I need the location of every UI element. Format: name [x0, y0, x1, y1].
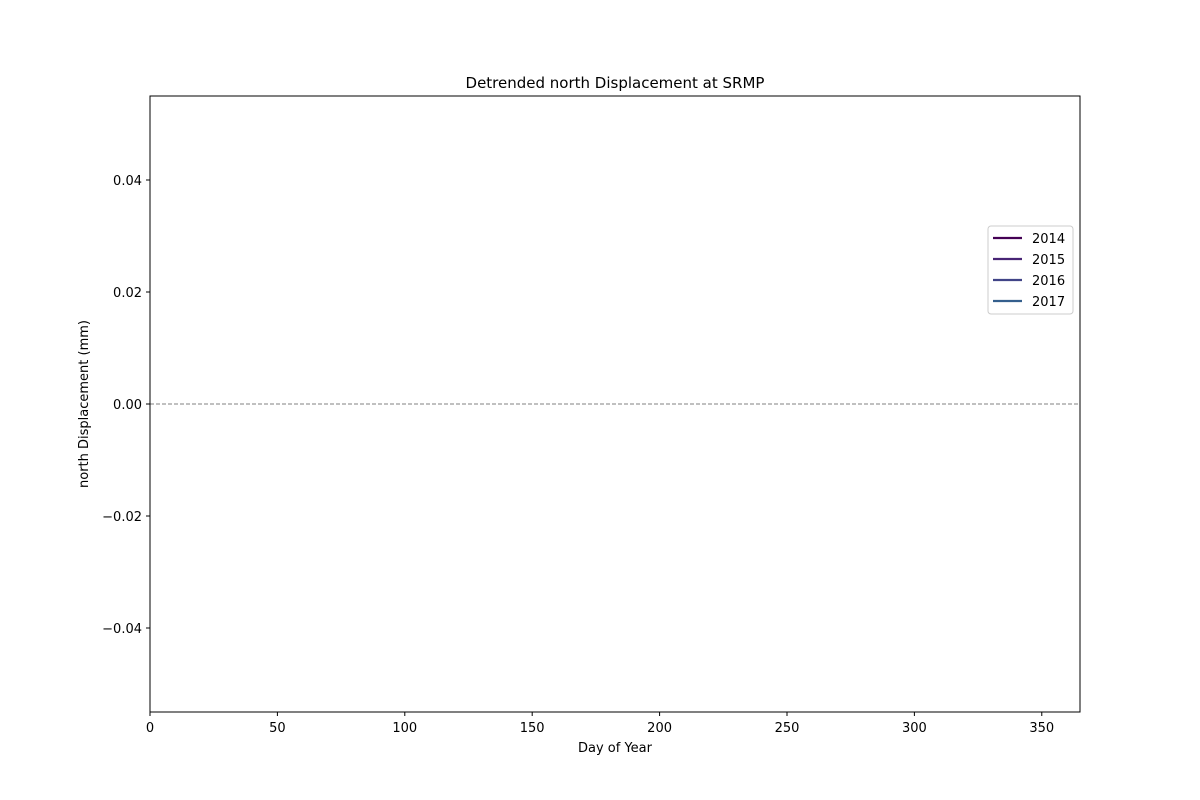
x-tick-label: 250 [775, 721, 800, 736]
x-axis-ticks: 0 50 100 150 200 250 300 350 [146, 712, 1054, 736]
plot-area [149, 95, 1081, 713]
y-tick-label: −0.04 [102, 622, 142, 637]
chart-title: Detrended north Displacement at SRMP [466, 74, 765, 92]
x-tick-label: 150 [520, 721, 545, 736]
y-tick-label: 0.04 [113, 174, 142, 189]
legend-label-2016: 2016 [1032, 274, 1065, 289]
legend-frame [987, 225, 1074, 315]
legend-label-2014: 2014 [1032, 232, 1065, 247]
y-tick-label: −0.02 [102, 510, 142, 525]
legend: 2014 2015 2016 2017 [987, 225, 1074, 315]
x-tick-label: 0 [146, 721, 154, 736]
y-tick-label: 0.02 [113, 286, 142, 301]
x-tick-label: 300 [902, 721, 927, 736]
x-tick-label: 350 [1029, 721, 1054, 736]
x-tick-label: 200 [647, 721, 672, 736]
y-tick-label: 0.00 [113, 398, 142, 413]
legend-label-2015: 2015 [1032, 253, 1065, 268]
legend-label-2017: 2017 [1032, 295, 1065, 310]
y-axis-label: north Displacement (mm) [77, 320, 92, 488]
x-axis-label: Day of Year [578, 741, 653, 756]
x-tick-label: 50 [269, 721, 286, 736]
y-axis-ticks: −0.04 −0.02 0.00 0.02 0.04 [102, 174, 150, 637]
x-tick-label: 100 [392, 721, 417, 736]
